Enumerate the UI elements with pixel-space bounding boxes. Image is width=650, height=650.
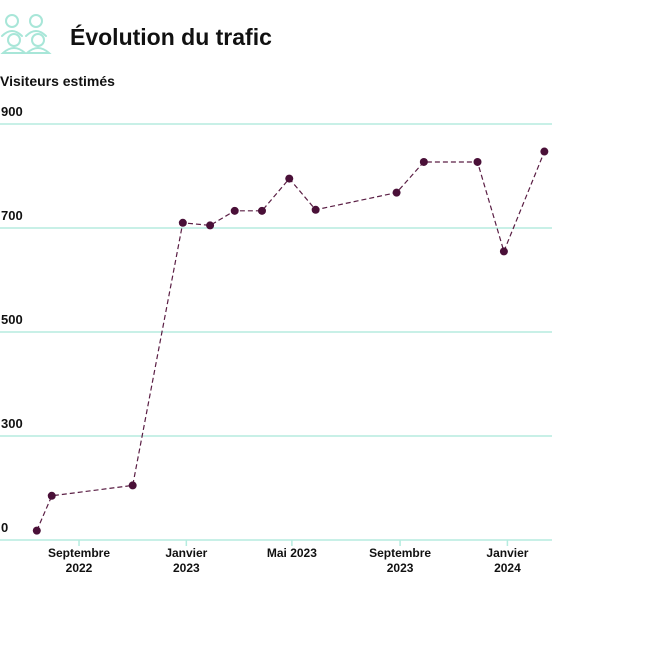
y-tick-label: 500 [1,312,23,327]
data-point [540,147,549,156]
x-tick-label: Septembre [48,546,110,560]
chart-title: Évolution du trafic [70,24,272,50]
data-point [32,526,41,535]
data-point [311,205,320,214]
data-point [257,206,266,215]
data-point [206,221,215,230]
data-point [178,218,187,227]
header: Évolution du trafic [0,12,650,60]
x-tick-label: Mai 2023 [267,546,317,560]
data-points [32,147,549,535]
x-tick-label: 2022 [66,561,93,575]
x-tick-label: 2023 [173,561,200,575]
y-axis-label: Visiteurs estimés [0,73,115,89]
data-point [499,247,508,256]
grid-lines [0,123,552,541]
y-tick-label: 900 [1,104,23,119]
data-point [419,157,428,166]
data-point [230,206,239,215]
y-axis-ticks: 0 300 500 700 900 [1,104,23,535]
y-tick-label: 700 [1,208,23,223]
x-tick-label: 2023 [387,561,414,575]
data-point [47,491,56,500]
y-tick-label: 0 [1,520,8,535]
series-path [36,151,545,531]
data-point [473,157,482,166]
y-tick-label: 300 [1,416,23,431]
x-tick-label: Janvier [486,546,528,560]
data-point [285,174,294,183]
x-tick-label: 2024 [494,561,521,575]
series-line [36,151,545,531]
x-tick-label: Janvier [165,546,207,560]
data-point [392,188,401,197]
x-tick-label: Septembre [369,546,431,560]
users-group-icon [0,14,52,54]
data-point [128,481,137,490]
